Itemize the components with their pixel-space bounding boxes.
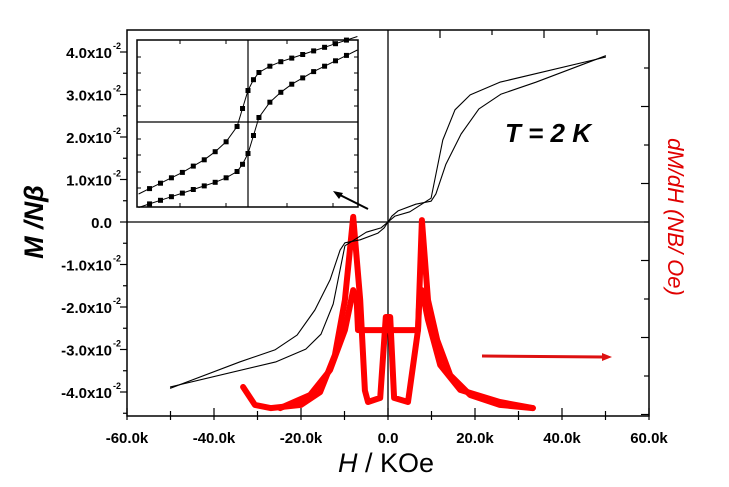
inset-marker bbox=[240, 161, 246, 167]
right-axis-arrow bbox=[481, 353, 612, 361]
inset-marker bbox=[234, 124, 240, 129]
inset-marker bbox=[179, 190, 185, 196]
x-tick-label: 40.0k bbox=[543, 430, 581, 447]
y-tick-label: -4.0x10 bbox=[61, 385, 112, 402]
inset-marker bbox=[300, 75, 306, 81]
y-tick-exponent: -2 bbox=[113, 254, 121, 264]
inset-marker bbox=[240, 106, 246, 111]
inset-marker bbox=[179, 169, 185, 175]
y-tick-exponent: -2 bbox=[113, 126, 121, 136]
inset-marker bbox=[300, 52, 306, 57]
y-tick-label: -1.0x10 bbox=[61, 258, 112, 275]
inset-plot bbox=[136, 36, 359, 208]
x-tick-label: 60.0k bbox=[630, 430, 668, 447]
inset-marker bbox=[256, 70, 262, 75]
inset-marker bbox=[343, 37, 349, 43]
y-tick-exponent: -2 bbox=[113, 339, 121, 349]
inset-marker bbox=[322, 63, 328, 69]
inset-marker bbox=[201, 157, 207, 163]
inset-marker bbox=[223, 175, 229, 181]
inset-marker bbox=[168, 194, 174, 200]
y-tick-label: 2.0x10 bbox=[66, 130, 112, 147]
y-tick-label: 4.0x10 bbox=[66, 45, 112, 62]
y-tick-label: 1.0x10 bbox=[66, 173, 112, 190]
inset-marker bbox=[212, 149, 218, 155]
inset-marker bbox=[250, 133, 256, 138]
inset-marker bbox=[157, 197, 163, 203]
inset-marker bbox=[311, 69, 317, 75]
inset-marker bbox=[147, 201, 153, 207]
inset-marker bbox=[201, 183, 207, 189]
y-axis-label: M /Nβ bbox=[19, 185, 49, 259]
inset-marker bbox=[256, 115, 262, 120]
x-tick-label: -60.0k bbox=[106, 430, 149, 447]
inset-marker bbox=[311, 48, 317, 54]
x-tick-label: -40.0k bbox=[193, 430, 236, 447]
x-tick-label: 0.0 bbox=[378, 430, 399, 447]
magnetization-series-group bbox=[169, 55, 607, 389]
inset-marker bbox=[190, 187, 196, 192]
inset-marker bbox=[245, 151, 251, 156]
inset-marker bbox=[234, 169, 240, 174]
x-axis-label-rest: / KOe bbox=[357, 448, 434, 478]
dmdh-line-1 bbox=[240, 213, 536, 412]
inset-marker bbox=[333, 41, 339, 47]
y-tick-exponent: -2 bbox=[113, 296, 121, 306]
dmdh-line-2 bbox=[277, 287, 536, 412]
inset-marker bbox=[157, 180, 163, 186]
magnetization-line-1 bbox=[169, 56, 607, 389]
inset-pointer-arrow bbox=[333, 191, 369, 210]
y-tick-label: -2.0x10 bbox=[61, 300, 112, 317]
y-tick-label: 0.0 bbox=[91, 215, 112, 232]
y2-axis-label: dM/dH (NB/ Oe) bbox=[663, 138, 688, 296]
y-tick-exponent: -2 bbox=[113, 169, 121, 179]
y-tick-label: -3.0x10 bbox=[61, 343, 112, 360]
magnetization-line-2 bbox=[169, 55, 607, 388]
dmdh-series-group bbox=[240, 213, 536, 412]
inset-marker bbox=[289, 55, 295, 61]
inset-marker bbox=[212, 179, 218, 185]
x-tick-label: 20.0k bbox=[456, 430, 494, 447]
inset-marker bbox=[245, 88, 251, 93]
y-tick-exponent: -2 bbox=[113, 84, 121, 94]
inset-marker bbox=[223, 139, 229, 145]
y-tick-exponent: -2 bbox=[113, 381, 121, 391]
x-axis-label: H / KOe bbox=[338, 448, 434, 478]
inset-marker bbox=[147, 186, 153, 192]
x-axis-label-italic: H bbox=[338, 448, 358, 478]
axes bbox=[120, 29, 650, 420]
inset-marker bbox=[289, 81, 295, 87]
inset-marker bbox=[267, 99, 273, 105]
inset-marker bbox=[267, 63, 273, 69]
inset-marker bbox=[322, 44, 328, 50]
inset-marker bbox=[333, 58, 339, 64]
inset-marker bbox=[278, 89, 284, 95]
y-tick-label: 3.0x10 bbox=[66, 88, 112, 105]
tick-labels: -60.0k -40.0k -20.0k 0.0 20.0k 40.0k 60.0k 4.0x… bbox=[61, 41, 668, 447]
inset-marker bbox=[278, 59, 284, 65]
inset-marker bbox=[190, 163, 196, 169]
inset-marker bbox=[250, 77, 256, 83]
inset-marker bbox=[168, 175, 174, 181]
x-tick-label: -20.0k bbox=[280, 430, 323, 447]
temperature-annotation: T = 2 K bbox=[505, 118, 593, 148]
y-tick-exponent: -2 bbox=[113, 41, 121, 51]
inset-marker bbox=[343, 52, 349, 58]
